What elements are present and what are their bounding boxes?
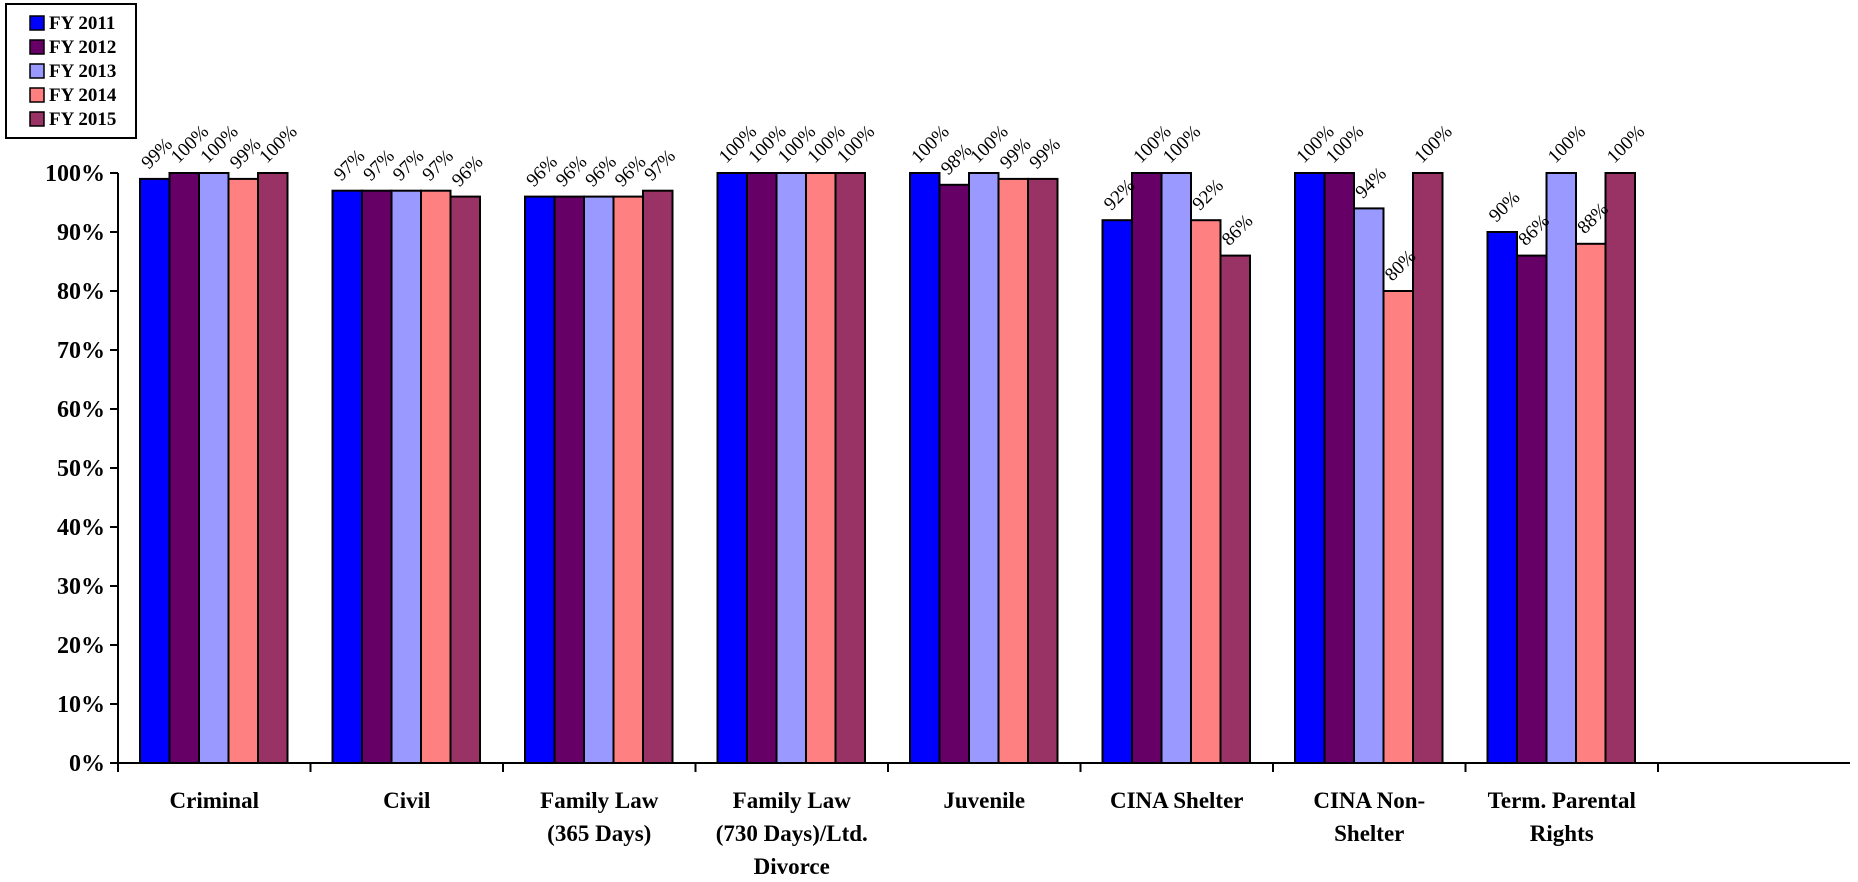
bar [1132, 173, 1162, 763]
bar [525, 197, 555, 763]
y-tick-label: 50% [57, 456, 105, 482]
category-label: CINA Shelter [1110, 788, 1244, 813]
legend-swatch [30, 40, 44, 54]
y-tick-label: 0% [69, 751, 105, 777]
bar [170, 173, 200, 763]
bar [584, 197, 614, 763]
data-label: 94% [1351, 163, 1391, 203]
bar [199, 173, 229, 763]
bar [362, 191, 392, 763]
data-label: 100% [255, 121, 301, 167]
bar [940, 185, 970, 763]
y-tick-label: 20% [57, 633, 105, 659]
bar [1354, 208, 1384, 763]
legend-swatch [30, 112, 44, 126]
bar [421, 191, 451, 763]
y-tick-label: 70% [57, 338, 105, 364]
bar [229, 179, 259, 763]
legend-label: FY 2013 [49, 61, 116, 82]
legend-swatch [30, 16, 44, 30]
bar [392, 191, 422, 763]
y-tick-label: 80% [57, 279, 105, 305]
bar [999, 179, 1029, 763]
category-label: Family Law (365 Days) [540, 788, 659, 846]
x-axis: Criminal Civil Family Law (365 Days) Family … [118, 763, 1850, 879]
bar [747, 173, 777, 763]
bar [333, 191, 363, 763]
bar [1384, 291, 1414, 763]
category-label: Criminal [170, 788, 259, 813]
bar [1295, 173, 1325, 763]
legend-label: FY 2015 [49, 109, 116, 130]
bar [451, 197, 481, 763]
bar [614, 197, 644, 763]
bar [777, 173, 807, 763]
category-label: Term. Parental Rights [1488, 788, 1636, 846]
bar [1221, 256, 1251, 763]
data-label: 100% [1603, 121, 1649, 167]
bar [1488, 232, 1518, 763]
category-label: Civil [383, 788, 430, 813]
bar [1517, 256, 1547, 763]
y-axis: 0% 10% 20% 30% 40% 50% 60% 70% 80% 90% 100% [45, 161, 118, 777]
bar [1606, 173, 1636, 763]
bar [1325, 173, 1355, 763]
y-tick-label: 30% [57, 574, 105, 600]
y-tick-label: 10% [57, 692, 105, 718]
data-label: 90% [1485, 187, 1525, 227]
data-label: 100% [1410, 121, 1456, 167]
legend-label: FY 2014 [49, 85, 117, 106]
bar [1576, 244, 1606, 763]
bar [1547, 173, 1577, 763]
data-label: 97% [640, 146, 680, 186]
bar [969, 173, 999, 763]
legend: FY 2011 FY 2012 FY 2013 FY 2014 FY 2015 [6, 4, 136, 138]
bar [1191, 220, 1221, 763]
bar [718, 173, 748, 763]
category-label: CINA Non-Shelter [1313, 788, 1425, 846]
bar [910, 173, 940, 763]
bar [555, 197, 585, 763]
y-tick-label: 40% [57, 515, 105, 541]
data-label: 99% [1025, 134, 1065, 174]
data-label: 86% [1218, 211, 1258, 251]
y-tick-label: 90% [57, 220, 105, 246]
data-label: 92% [1188, 175, 1228, 215]
bar [643, 191, 673, 763]
legend-label: FY 2011 [49, 13, 115, 34]
bar [258, 173, 288, 763]
legend-swatch [30, 88, 44, 102]
category-label: Juvenile [943, 788, 1025, 813]
bar [1103, 220, 1133, 763]
category-label: Family Law (730 Days)/Ltd. Divorce [716, 788, 868, 879]
bar [140, 179, 170, 763]
bar [836, 173, 866, 763]
bar [1028, 179, 1058, 763]
bar [806, 173, 836, 763]
y-tick-label: 60% [57, 397, 105, 423]
legend-label: FY 2012 [49, 37, 116, 58]
bar [1162, 173, 1192, 763]
legend-swatch [30, 64, 44, 78]
data-label: 100% [1544, 121, 1590, 167]
y-tick-label: 100% [45, 161, 105, 187]
